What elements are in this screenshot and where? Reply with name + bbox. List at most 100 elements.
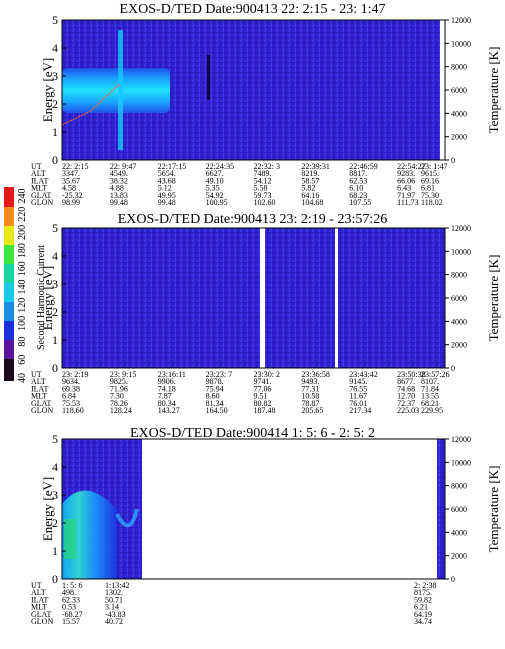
table-cell: 74.18 [158,384,176,393]
table-cell: 78.26 [110,399,128,408]
colorbar-tick-label: 100 [17,316,28,331]
y-tick-label: 3 [52,488,58,502]
table-cell: 22:24:35 [206,162,234,171]
spectrogram-panel-3: 0 1 2 3 4 5 Energy [eV] 0 2000 4000 6000 8000 10000 1… [31,432,501,626]
table-cell: 8677. [397,377,415,386]
table-cell: 22: 9:47 [110,162,136,171]
table-cell: 7.87 [158,392,172,401]
table-cell: 71.84 [421,384,439,393]
table-cell: -68.27 [62,610,83,619]
table-row-label: UT [31,370,42,379]
table-cell: 75.53 [62,399,80,408]
y2-tick-label: 2000 [451,552,467,561]
table-cell: 9825. [110,377,128,386]
table-cell: 5.82 [301,184,315,193]
table-cell: 4.88 [110,184,124,193]
table-cell: 12.70 [397,392,415,401]
table-cell: 187.48 [254,406,276,415]
y2-tick-label: 12000 [451,435,471,444]
y-axis-label: Energy [eV] [40,477,55,541]
table-cell: 23: 9:15 [110,370,136,379]
table-cell: 59.73 [254,191,272,200]
table-cell: 8.60 [206,392,220,401]
y2-tick-label: 0 [451,156,455,165]
table-row-label: ALT [31,377,46,386]
data-gap [260,228,265,368]
table-cell: 71.96 [110,384,128,393]
y2-tick-label: 6000 [451,86,467,95]
table-cell: 2: 2:38 [414,581,436,590]
y-tick-label: 0 [52,572,58,586]
colorbar-tick-label: 220 [17,207,28,222]
table-cell: 5.58 [254,184,268,193]
table-cell: 104.68 [301,198,323,207]
y2-axis-label: Temperature [K] [486,466,501,553]
table-cell: 23:43:42 [349,370,377,379]
table-cell: 59.82 [414,595,432,604]
colorbar-tick-label: 140 [17,280,28,295]
table-cell: 77.06 [254,384,272,393]
y2-tick-label: 10000 [451,39,471,48]
data-segment [437,439,445,579]
table-cell: 80.82 [254,399,272,408]
y2-tick-label: 8000 [451,271,467,280]
table-cell: 76.55 [349,384,367,393]
table-row-label: GLON [31,617,53,626]
table-cell: 22:32: 3 [254,162,280,171]
y-axis-label: Energy [eV] [40,266,55,330]
y-tick-label: 4 [52,460,58,474]
table-row-label: MLT [31,392,47,401]
table-cell: 1:13:42 [105,581,129,590]
y2-tick-label: 10000 [451,458,471,467]
table-cell: 7.30 [110,392,124,401]
y-tick-label: 1 [52,544,58,558]
table-cell: 23: 2:19 [62,370,88,379]
table-cell: 22:17:15 [158,162,186,171]
table-row-label: UT [31,162,42,171]
table-cell: 7489. [254,169,272,178]
table-cell: 77.31 [301,384,319,393]
colorbar-tick-label: 200 [17,225,28,240]
table-cell: 4549. [110,169,128,178]
y2-tick-label: 12000 [451,224,471,233]
table-cell: 229.95 [421,406,443,415]
table-cell: 80.34 [158,399,176,408]
y2-tick-label: 2000 [451,341,467,350]
ephemeris-table: UT 1: 5: 6 1:13:42 2: 2:38 ALT 498. 1302. 8175.… [31,581,436,626]
table-cell: 3.14 [105,603,119,612]
table-cell: 74.68 [397,384,415,393]
y-tick-label: 2 [52,516,58,530]
table-cell: 68.21 [421,399,439,408]
table-cell: 13.83 [110,191,128,200]
temperature-trace [61,83,120,126]
table-cell: 69.16 [421,176,439,185]
spectrogram-panel-2: 0 1 2 3 4 5 Energy [eV] 0 2000 4000 6000 8000 10000 1… [31,221,501,415]
table-cell: 81.34 [206,399,224,408]
emission-arc [115,508,139,528]
colorbar-tick-label: 40 [17,373,28,383]
table-cell: 205.65 [301,406,323,415]
data-gap [335,228,338,368]
emission-spike [118,30,123,150]
y2-tick-label: 4000 [451,109,467,118]
table-row-label: MLT [31,184,47,193]
y-tick-label: 3 [52,69,58,83]
y2-tick-label: 4000 [451,528,467,537]
table-cell: 4.58 [62,184,76,193]
table-cell: 22: 2:15 [62,162,88,171]
y-tick-label: 4 [52,249,58,263]
table-row-label: GLAT [31,610,52,619]
table-cell: 6.81 [421,184,435,193]
table-row-label: MLT [31,603,47,612]
table-cell: 13.55 [421,392,439,401]
table-cell: 69.38 [62,384,80,393]
table-cell: 10.58 [301,392,319,401]
y2-tick-label: 8000 [451,482,467,491]
table-cell: 164.50 [206,406,228,415]
table-cell: 50.71 [105,595,123,604]
table-cell: 5654. [158,169,176,178]
table-cell: 62.33 [62,595,80,604]
table-cell: 1: 5: 6 [62,581,82,590]
table-cell: 43.68 [158,176,176,185]
table-cell: 23:36:58 [301,370,329,379]
